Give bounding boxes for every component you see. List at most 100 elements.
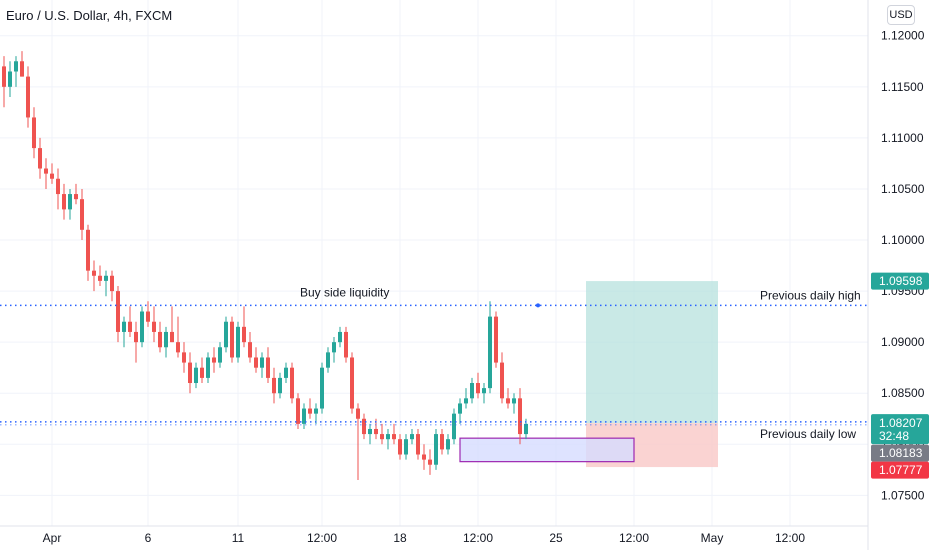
candle-body <box>134 331 138 343</box>
previous-daily-high-label: Previous daily high <box>760 288 861 302</box>
candle-body <box>302 408 306 424</box>
candle-body <box>524 423 528 435</box>
candle-body <box>110 275 114 292</box>
candle-body <box>212 357 216 363</box>
candle-body <box>452 413 456 440</box>
candle-body <box>50 173 54 179</box>
candle-body <box>188 362 192 384</box>
candle-body <box>74 194 78 200</box>
time-tick-label: 12:00 <box>307 531 337 545</box>
stop-price-badge-bg <box>871 461 929 479</box>
time-tick-label: Apr <box>43 531 62 545</box>
candle-body <box>56 178 60 195</box>
candle-body <box>374 428 378 435</box>
candle-body <box>182 352 186 363</box>
candle-body <box>494 316 498 363</box>
candle-body <box>410 434 414 440</box>
candle-body <box>26 76 30 118</box>
demand-zone-box <box>459 437 635 463</box>
last-price-badge: 1.08207 <box>879 416 923 430</box>
candle-body <box>488 316 492 389</box>
candle-body <box>506 398 510 404</box>
candle-body <box>500 362 504 399</box>
position-zones <box>459 281 718 468</box>
price-tick-label: 1.09000 <box>881 335 925 349</box>
candle-body <box>320 367 324 409</box>
candle-body <box>422 454 426 460</box>
time-axis[interactable]: Apr 6 11 12:00 18 12:00 25 12:00 May 12:00 <box>43 531 806 545</box>
time-tick-label: 25 <box>549 531 563 545</box>
candle-body <box>296 398 300 424</box>
time-tick-label: 12:00 <box>775 531 805 545</box>
candle-body <box>326 352 330 368</box>
candle-body <box>68 194 72 210</box>
time-tick-label: 12:00 <box>463 531 493 545</box>
candle-body <box>224 321 228 348</box>
price-tick-label: 1.10000 <box>881 233 925 247</box>
candle-body <box>416 434 420 455</box>
target-price-badge-bg <box>871 272 929 290</box>
candle-body <box>230 321 234 358</box>
annotations: Buy side liquidity Previous daily high Pre… <box>300 285 861 440</box>
candlesticks <box>2 51 528 481</box>
candle-body <box>32 117 36 149</box>
candle-body <box>200 367 204 378</box>
currency-button[interactable]: USD <box>887 5 915 25</box>
candle-body <box>20 61 24 77</box>
candle-body <box>116 291 120 332</box>
time-tick-label: 12:00 <box>619 531 649 545</box>
candle-body <box>128 321 132 332</box>
candle-body <box>362 418 366 435</box>
candle-body <box>92 270 96 276</box>
candle-body <box>386 434 390 440</box>
candle-body <box>404 439 408 455</box>
candle-body <box>104 275 108 281</box>
candle-body <box>98 275 102 281</box>
candle-body <box>140 311 144 343</box>
candle-body <box>368 428 372 435</box>
candle-body <box>440 434 444 450</box>
candle-body <box>242 326 246 343</box>
candle-body <box>380 434 384 440</box>
candle-body <box>170 331 174 343</box>
candle-body <box>86 229 90 271</box>
candle-body <box>284 367 288 378</box>
candle-body <box>158 331 162 348</box>
candle-body <box>254 357 258 368</box>
buy-side-liquidity-label: Buy side liquidity <box>300 285 389 299</box>
candle-body <box>308 408 312 414</box>
candle-body <box>458 403 462 414</box>
candle-body <box>164 331 168 348</box>
candle-body <box>278 377 282 394</box>
candle-body <box>146 311 150 322</box>
line-anchor-dot <box>536 303 540 308</box>
grid-lines <box>0 0 868 526</box>
liquidity-lines <box>0 303 868 426</box>
candle-body <box>332 342 336 353</box>
chart-title: Euro / U.S. Dollar, 4h, FXCM <box>6 8 173 23</box>
candle-body <box>236 326 240 358</box>
last-price-badge-bg <box>871 414 929 445</box>
candle-body <box>428 459 432 465</box>
previous-daily-low-label: Previous daily low <box>760 427 856 441</box>
candle-body <box>446 439 450 450</box>
candle-body <box>62 194 66 210</box>
price-tick-label: 1.11000 <box>881 131 924 145</box>
candle-body <box>44 168 48 174</box>
candle-body <box>8 71 12 87</box>
stop-price-badge: 1.07777 <box>879 463 923 477</box>
price-tick-label: 1.11500 <box>881 80 924 94</box>
candle-body <box>272 377 276 394</box>
price-tick-label: 1.10500 <box>881 182 925 196</box>
candle-body <box>176 342 180 353</box>
candle-body <box>80 199 84 230</box>
candle-body <box>482 388 486 394</box>
countdown-badge: 32:48 <box>879 429 909 443</box>
price-tick-label: 1.12000 <box>881 29 925 43</box>
candle-body <box>248 342 252 358</box>
candle-body <box>344 331 348 358</box>
candle-body <box>356 408 360 419</box>
candle-body <box>290 367 294 399</box>
candle-body <box>518 398 522 435</box>
